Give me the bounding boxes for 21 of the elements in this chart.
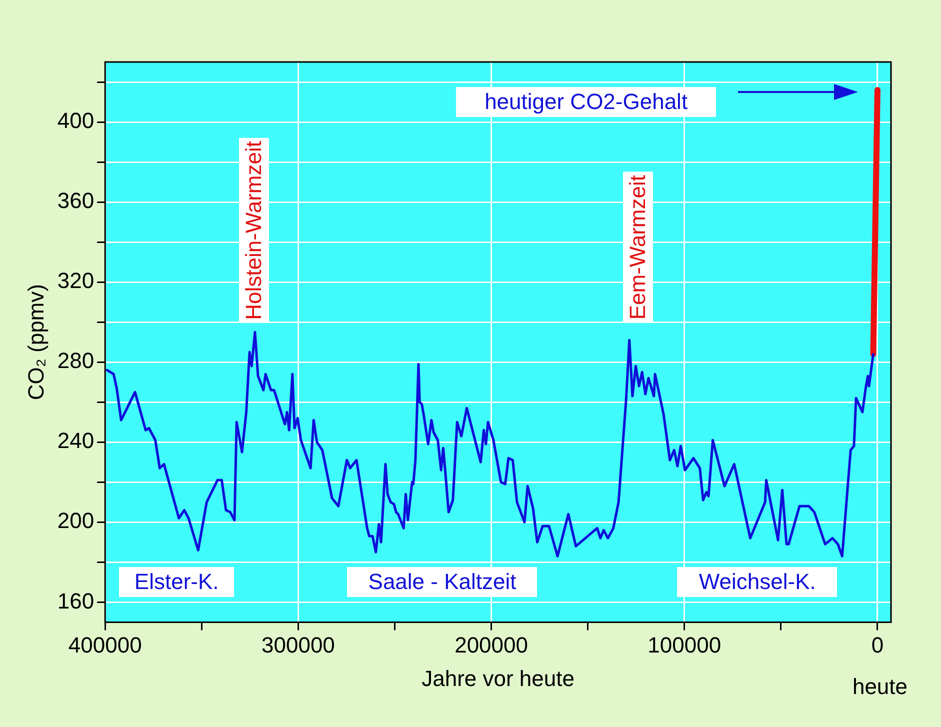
x-tick-label: 300000 — [261, 632, 335, 658]
y-tick-label: 200 — [57, 508, 94, 534]
y-tick-label: 360 — [57, 188, 94, 214]
annotation: Weichsel-K. — [677, 567, 838, 598]
x-tick-label: 0 — [871, 632, 884, 658]
annotation: Elster-K. — [119, 567, 234, 598]
text: heute — [852, 674, 908, 700]
annotation: Saale - Kaltzeit — [347, 567, 538, 598]
y-axis-title: CO₂ (ppmv) — [23, 284, 48, 400]
y-tick-label: 320 — [57, 268, 94, 294]
y-tick-label: 160 — [57, 588, 94, 614]
annotation: Eem-Warmzeit — [622, 172, 653, 324]
x-tick-label: 100000 — [648, 632, 722, 658]
y-tick-label: 280 — [57, 348, 94, 374]
y-tick-label: 240 — [57, 428, 94, 454]
x-axis-title: Jahre vor heute — [422, 666, 574, 691]
x-tick-label: 400000 — [68, 632, 142, 658]
annotation: heutiger CO2-Gehalt — [456, 86, 716, 117]
y-tick-label: 400 — [57, 108, 94, 134]
x-tick-label: 200000 — [454, 632, 528, 658]
annotation: Holstein-Warmzeit — [238, 138, 269, 324]
